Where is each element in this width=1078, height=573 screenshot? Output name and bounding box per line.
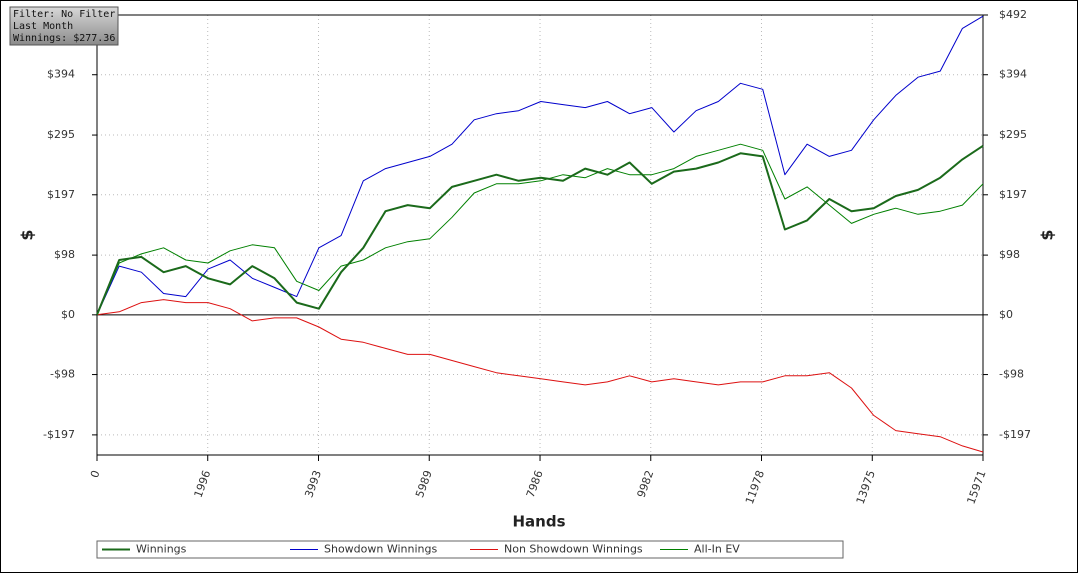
y2-tick-label: $295 bbox=[999, 128, 1027, 141]
series-line bbox=[96, 143, 984, 315]
plot-border bbox=[96, 14, 984, 456]
y2-tick-label: $98 bbox=[999, 248, 1020, 261]
legend-label: All-In EV bbox=[694, 543, 740, 556]
x-axis-title: Hands bbox=[512, 513, 565, 531]
y2-tick-label: $492 bbox=[999, 8, 1027, 21]
y-tick-label: $394 bbox=[47, 68, 75, 81]
y2-tick-label: -$197 bbox=[999, 428, 1031, 441]
y2-tick-label: $394 bbox=[999, 68, 1027, 81]
y2-tick-label: $0 bbox=[999, 308, 1013, 321]
series-line bbox=[96, 144, 984, 316]
x-tick-label: 0 bbox=[88, 469, 103, 480]
y-tick-label: $197 bbox=[47, 188, 75, 201]
y-axis-title: $ bbox=[18, 229, 37, 240]
legend-label: Non Showdown Winnings bbox=[504, 543, 643, 556]
annotation-text: Filter: No Filter bbox=[13, 9, 115, 20]
y2-tick-label: $197 bbox=[999, 188, 1027, 201]
annotation-box bbox=[9, 6, 119, 46]
y2-tick-label: -$98 bbox=[999, 368, 1024, 381]
y-tick-label: $0 bbox=[61, 308, 75, 321]
y-tick-label: $98 bbox=[54, 248, 75, 261]
y-tick-label: $295 bbox=[47, 128, 75, 141]
annotation-text: Last Month bbox=[13, 21, 73, 32]
y-tick-label: -$197 bbox=[43, 428, 75, 441]
y-tick-label: -$98 bbox=[50, 368, 75, 381]
series-line bbox=[96, 299, 984, 453]
y2-axis-title: $ bbox=[1038, 229, 1057, 240]
legend-label: Winnings bbox=[136, 543, 187, 556]
annotation-text: Winnings: $277.36 bbox=[13, 33, 115, 44]
legend-label: Showdown Winnings bbox=[324, 543, 438, 556]
